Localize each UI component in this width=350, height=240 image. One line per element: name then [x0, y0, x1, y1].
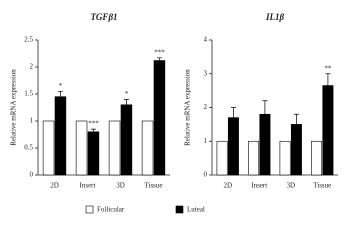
error-bar — [90, 128, 96, 135]
significance-label: *** — [154, 48, 165, 56]
background — [0, 0, 350, 224]
y-axis-label: Relative mRNA expression — [184, 69, 192, 146]
legend-swatch — [85, 205, 94, 214]
bar — [120, 104, 133, 176]
x-tick-label: 2D — [223, 182, 232, 190]
y-tick-label: 4 — [204, 36, 208, 44]
x-tick-label: 2D — [50, 182, 59, 190]
error-bar — [230, 107, 236, 128]
y-tick-label: 2 — [204, 103, 208, 111]
y-tick-label: 1 — [204, 137, 208, 145]
x-tick-label: Tissue — [313, 182, 331, 190]
significance-label: *** — [88, 120, 99, 128]
chart-title: IL1β — [265, 12, 285, 22]
x-tick-label: 3D — [116, 182, 125, 190]
bar — [42, 120, 55, 176]
bar — [248, 140, 260, 176]
error-bar — [156, 57, 162, 64]
bar — [87, 131, 100, 176]
chart: TGFβ1 Relative mRNA expression 0 0.5 1 1.5 2 2.… — [0, 0, 350, 224]
y-tick-label: 1.5 — [24, 90, 33, 98]
y-axis-label: Relative mRNA expression — [10, 69, 18, 146]
error-bar — [293, 113, 299, 135]
bar — [311, 140, 323, 176]
error-bar — [57, 90, 63, 103]
y-tick-label: 0 — [30, 171, 34, 179]
legend-label: Follicular — [97, 206, 125, 214]
error-bar — [123, 99, 129, 111]
y-tick-label: 0 — [204, 171, 208, 179]
bar — [141, 120, 154, 176]
bar — [75, 120, 88, 176]
bar — [216, 140, 228, 176]
significance-label: * — [59, 82, 63, 90]
bar — [322, 85, 334, 176]
error-bar — [325, 73, 331, 98]
y-tick-label: 0.5 — [24, 144, 33, 152]
x-tick-label: Insert — [80, 182, 96, 190]
bar — [279, 140, 291, 176]
chart-title: TGFβ1 — [90, 12, 117, 22]
bar — [108, 120, 121, 176]
y-tick-label: 2 — [30, 63, 34, 71]
legend-label: Luteal — [187, 206, 205, 214]
x-tick-label: Insert — [251, 182, 267, 190]
legend-swatch — [175, 205, 184, 214]
error-bar — [262, 100, 268, 128]
bar — [54, 96, 67, 176]
y-tick-label: 2.5 — [24, 36, 33, 44]
y-tick-label: 1 — [30, 117, 34, 125]
x-tick-label: 3D — [286, 182, 295, 190]
x-tick-label: Tissue — [144, 182, 162, 190]
bar — [153, 60, 166, 176]
significance-label: ** — [324, 64, 332, 72]
significance-label: * — [125, 90, 129, 98]
y-tick-label: 3 — [204, 69, 208, 77]
